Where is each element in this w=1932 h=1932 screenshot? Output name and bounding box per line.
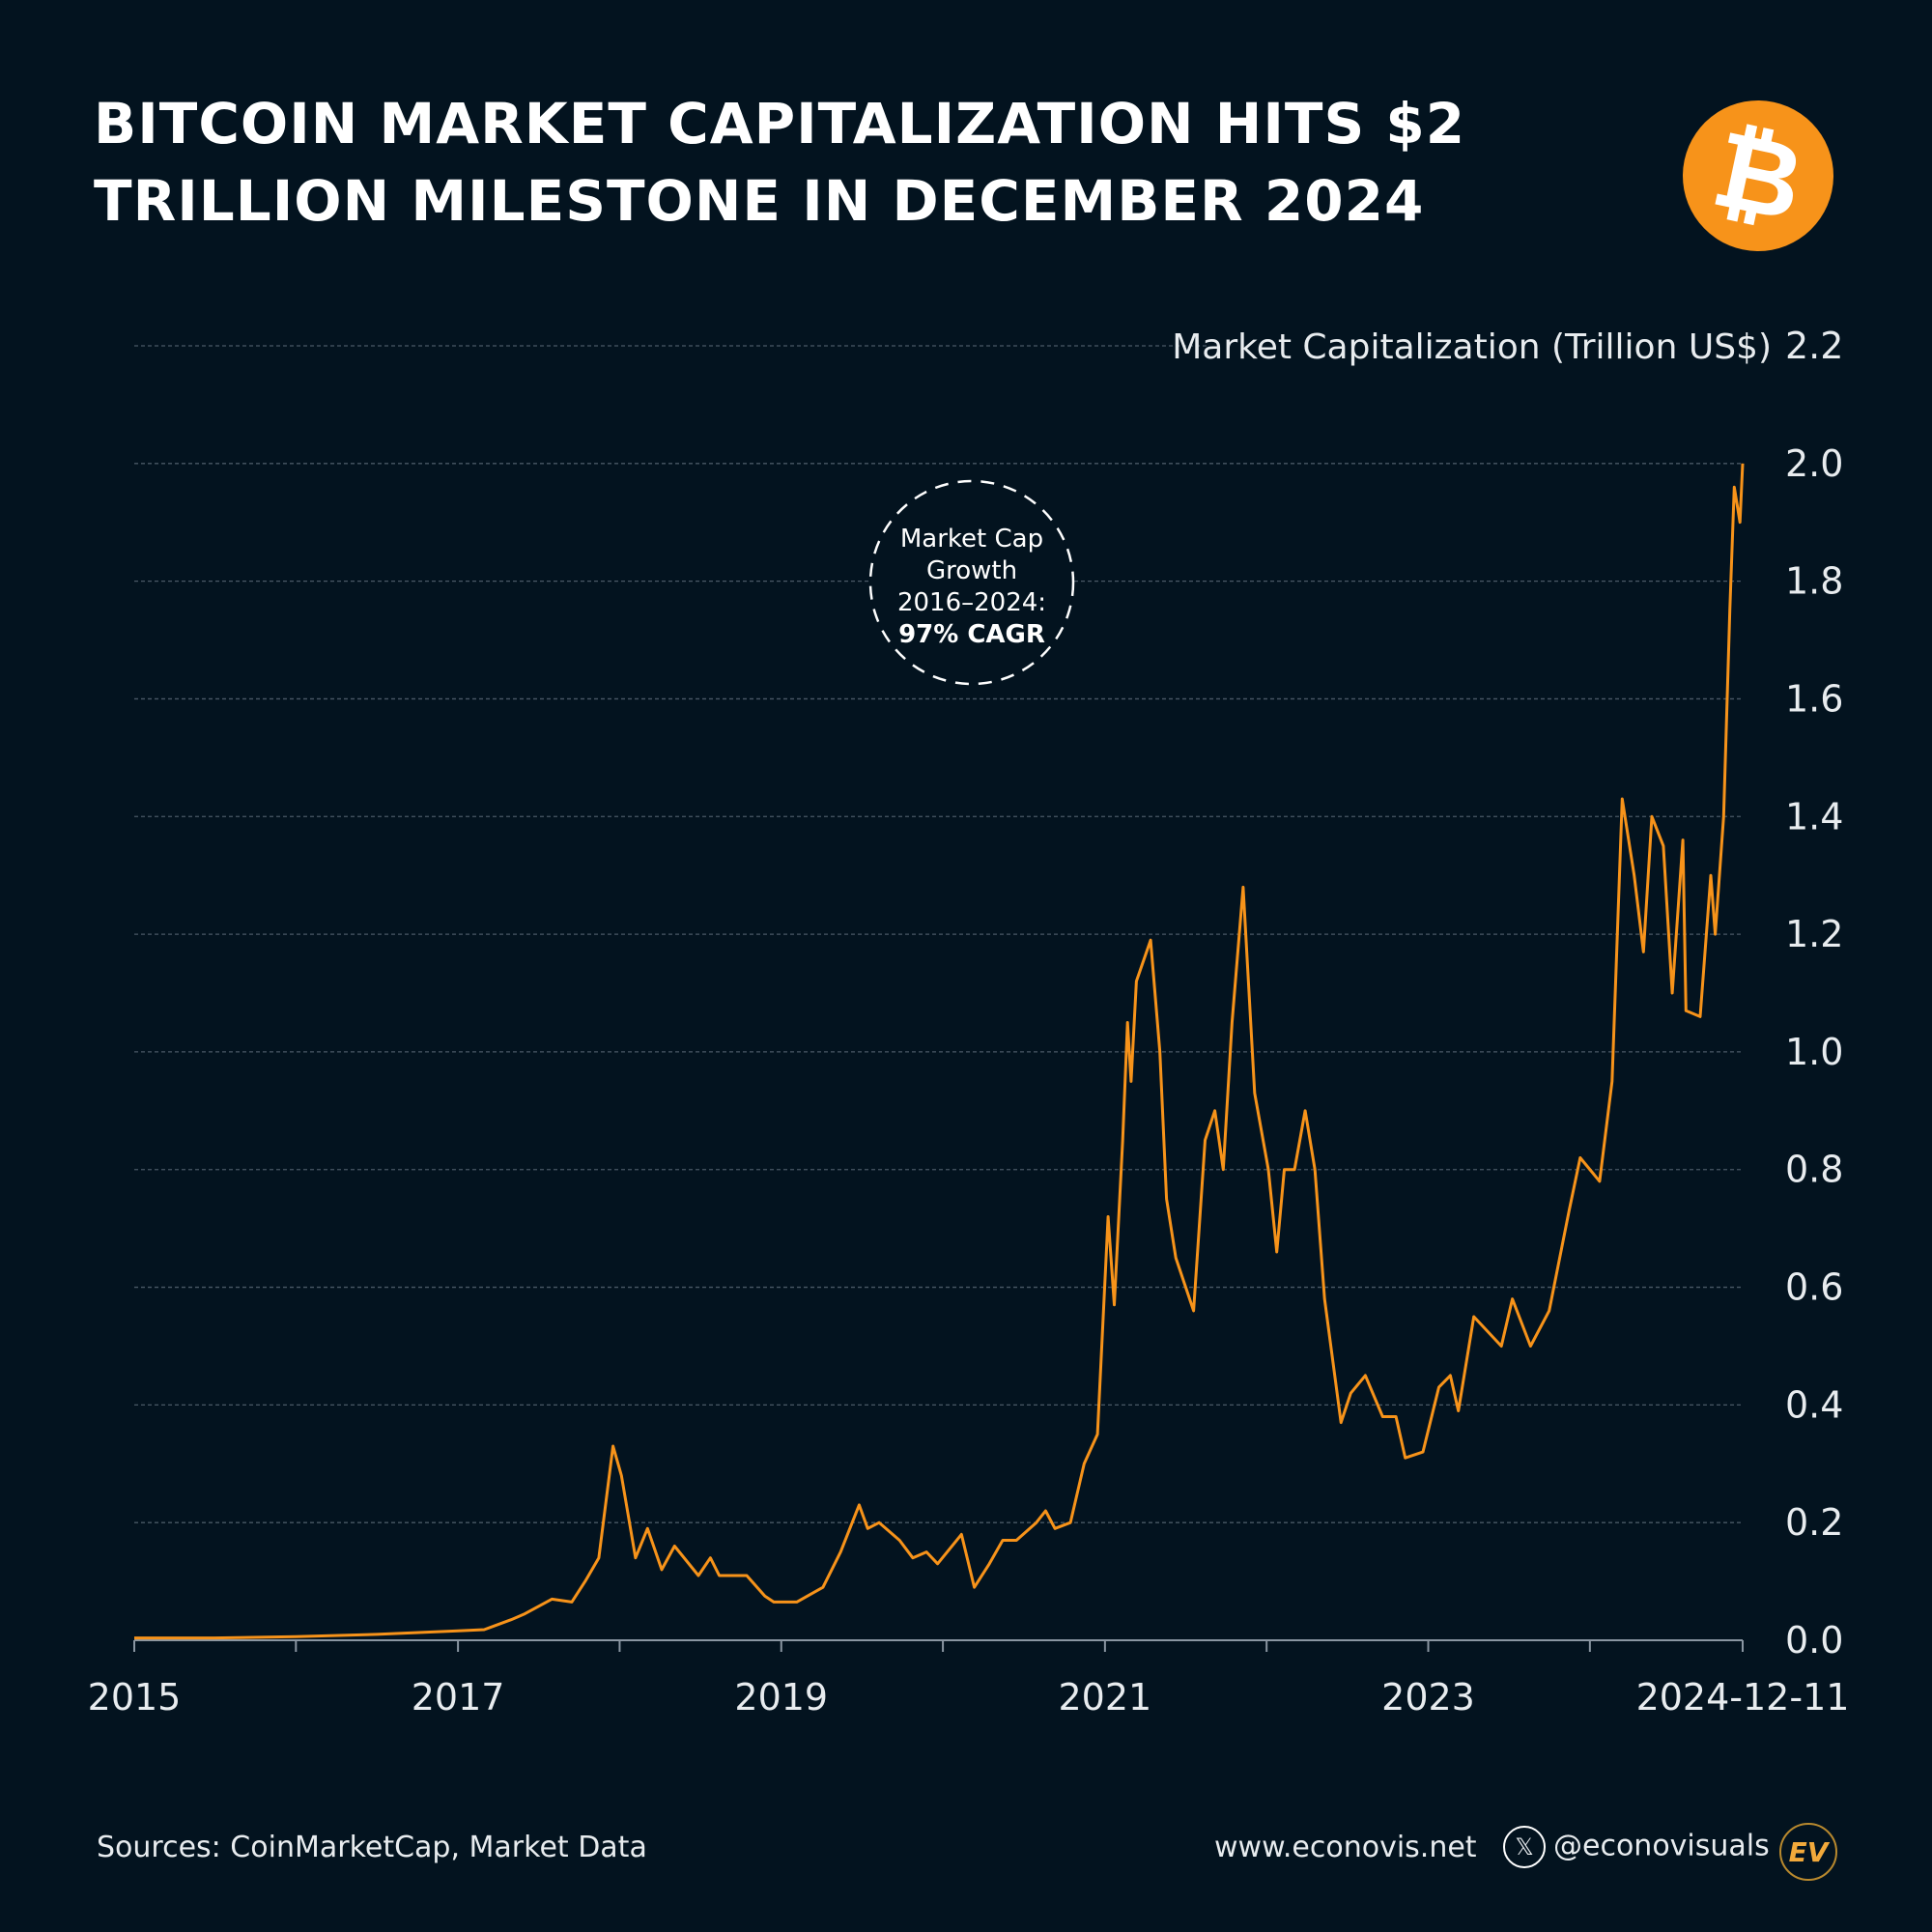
page-title: BITCOIN MARKET CAPITALIZATION HITS $2 TR… [94, 85, 1465, 240]
title-line-2: TRILLION MILESTONE IN DECEMBER 2024 [94, 168, 1425, 234]
annotation-text: Market Cap [900, 525, 1043, 554]
y-tick-label: 1.4 [1785, 795, 1843, 838]
y-tick-label: 2.2 [1785, 325, 1843, 367]
x-tick-label: 2017 [412, 1676, 505, 1719]
y-tick-label: 1.6 [1785, 677, 1843, 720]
x-tick-label: 2021 [1059, 1676, 1152, 1719]
social-handle[interactable]: 𝕏 @econovisuals [1503, 1826, 1770, 1868]
sources-note: Sources: CoinMarketCap, Market Data [97, 1831, 647, 1864]
y-tick-label: 1.2 [1785, 913, 1843, 955]
market-cap-line [134, 463, 1745, 1640]
y-tick-label: 2.0 [1785, 442, 1843, 485]
x-tick-label: 2024-12-11 [1636, 1676, 1850, 1719]
y-tick-label: 0.8 [1785, 1149, 1843, 1191]
y-tick-label: 0.2 [1785, 1501, 1843, 1544]
brand-logo: EV [1779, 1823, 1837, 1881]
y-tick-label: 0.0 [1785, 1619, 1843, 1662]
y-tick-label: 0.4 [1785, 1383, 1843, 1426]
y-tick-label: 1.8 [1785, 560, 1843, 603]
x-twitter-icon: 𝕏 [1503, 1826, 1546, 1868]
handle-text: @econovisuals [1553, 1829, 1770, 1863]
website-link[interactable]: www.econovis.net [1214, 1831, 1477, 1864]
annotation-text: 2016–2024: [897, 588, 1046, 617]
annotation-text: Growth [926, 556, 1017, 585]
annotation-text: 97% CAGR [898, 620, 1045, 649]
x-tick-label: 2023 [1381, 1676, 1475, 1719]
x-tick-label: 2019 [734, 1676, 828, 1719]
annotation-circle [868, 479, 1075, 686]
y-tick-label: 1.0 [1785, 1031, 1843, 1073]
y-axis-title: Market Capitalization (Trillion US$) [1172, 327, 1772, 367]
y-tick-label: 0.6 [1785, 1266, 1843, 1309]
x-tick-label: 2015 [88, 1676, 182, 1719]
title-line-1: BITCOIN MARKET CAPITALIZATION HITS $2 [94, 91, 1466, 156]
